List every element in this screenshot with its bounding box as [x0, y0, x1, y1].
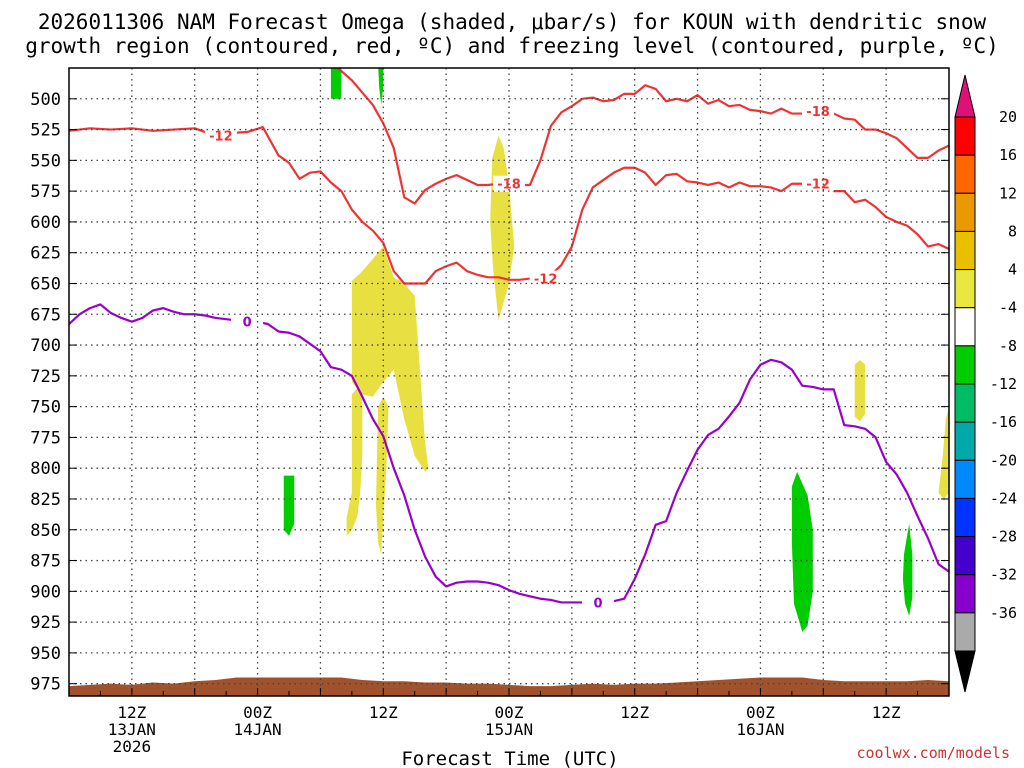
contour-label-0-0: -12: [209, 130, 233, 145]
contour-label-0-1: -12: [534, 273, 558, 288]
x-tick-label-5-1: 16JAN: [736, 720, 784, 739]
contour-label-bg-0-1: [529, 270, 562, 287]
x-tick-label-4-0: 12Z: [620, 703, 649, 722]
colorbar-box-6: [954, 345, 976, 385]
colorbar-box-2: [954, 192, 976, 232]
y-tick-label-15: 875: [30, 552, 61, 572]
y-tick-label-8: 700: [30, 336, 61, 356]
colorbar-label-10: -24: [990, 489, 1017, 507]
y-tick-label-14: 850: [30, 521, 61, 541]
colorbar-bottom-triangle: [954, 650, 976, 693]
contour-label-1-0: -18: [497, 178, 521, 193]
colorbar-label-13: -36: [990, 604, 1017, 622]
y-tick-label-13: 825: [30, 490, 61, 510]
colorbar-label-7: -12: [990, 375, 1017, 393]
colorbar-box-8: [954, 421, 976, 461]
y-tick-label-1: 525: [30, 121, 61, 141]
y-tick-label-12: 800: [30, 459, 61, 479]
x-tick-label-1-1: 14JAN: [233, 720, 281, 739]
x-tick-label-1-0: 00Z: [243, 703, 272, 722]
colorbar-label-8: -16: [990, 413, 1017, 431]
y-tick-label-4: 600: [30, 213, 61, 233]
colorbar-label-1: 16: [999, 146, 1017, 164]
y-tick-label-0: 500: [30, 90, 61, 110]
colorbar-label-2: 12: [999, 184, 1017, 202]
contour-label-1-1: -18: [806, 105, 830, 120]
y-tick-label-11: 775: [30, 428, 61, 448]
omega-shade-10: [902, 523, 913, 616]
x-tick-label-6-0: 12Z: [872, 703, 901, 722]
omega-shade-6: [283, 475, 295, 536]
omega-shade-5: [938, 406, 949, 499]
x-tick-label-3-1: 15JAN: [485, 720, 533, 739]
contour-label-bg-0-0: [204, 127, 237, 144]
chart-title-line1: 2026011306 NAM Forecast Omega (shaded, μ…: [38, 10, 987, 34]
colorbar-box-12: [954, 574, 976, 614]
omega-shade-7: [330, 68, 342, 99]
colorbar-box-4: [954, 269, 976, 309]
x-tick-label-3-0: 00Z: [495, 703, 524, 722]
y-tick-label-9: 725: [30, 367, 61, 387]
contour-line-2: [69, 303, 949, 604]
colorbar-label-3: 8: [1008, 222, 1017, 240]
omega-shade-0: [351, 246, 429, 472]
y-tick-label-3: 575: [30, 182, 61, 202]
chart-title-line2: growth region (contoured, red, ºC) and f…: [25, 34, 999, 58]
colorbar-label-9: -20: [990, 451, 1017, 469]
contour-label-bg-2-0: [231, 313, 264, 330]
y-tick-label-2: 550: [30, 151, 61, 171]
omega-shade-2: [346, 388, 363, 536]
colorbar-box-5: [954, 307, 976, 347]
omega-shade-8: [378, 68, 384, 105]
contour-label-2-1: 0: [594, 596, 603, 611]
colorbar: 20 16 12 8 4 -4 -8 -12 -16 -20 -24 -28 -32 -36: [954, 74, 1017, 693]
colorbar-label-11: -28: [990, 528, 1017, 546]
y-tick-label-5: 625: [30, 244, 61, 264]
colorbar-label-0: 20: [999, 108, 1017, 126]
y-tick-label-17: 925: [30, 613, 61, 633]
y-tick-label-7: 675: [30, 305, 61, 325]
contour-line-1: [336, 68, 949, 205]
colorbar-box-7: [954, 383, 976, 423]
x-tick-label-0-2: 2026: [113, 737, 152, 756]
colorbar-box-3: [954, 230, 976, 271]
y-tick-label-10: 750: [30, 398, 61, 418]
x-tick-label-0-1: 13JAN: [108, 720, 156, 739]
contour-label-bg-0-2: [802, 175, 835, 192]
colorbar-box-10: [954, 497, 976, 538]
contour-label-2-0: 0: [243, 316, 252, 331]
colorbar-box-0: [954, 116, 976, 156]
omega-shade-3: [375, 396, 389, 555]
omega-shade-4: [854, 359, 866, 422]
y-tick-label-6: 650: [30, 274, 61, 294]
colorbar-label-4: 4: [1008, 261, 1017, 279]
contour-label-0-2: -12: [806, 178, 830, 193]
colorbar-box-13: [954, 612, 976, 652]
x-tick-label-2-0: 12Z: [369, 703, 398, 722]
y-tick-label-19: 975: [30, 675, 61, 695]
credit-text: coolwx.com/models: [856, 744, 1010, 762]
x-tick-label-0-0: 12Z: [117, 703, 146, 722]
colorbar-label-5: -4: [999, 299, 1017, 317]
x-axis-label: Forecast Time (UTC): [401, 748, 618, 768]
colorbar-label-12: -32: [990, 566, 1017, 584]
omega-shade-9: [791, 471, 813, 632]
omega-shade-1: [490, 135, 515, 321]
y-tick-label-16: 900: [30, 582, 61, 602]
colorbar-top-triangle: [954, 74, 976, 118]
y-tick-label-18: 950: [30, 644, 61, 664]
colorbar-box-1: [954, 154, 976, 194]
colorbar-label-6: -8: [999, 337, 1017, 355]
grid: [68, 67, 950, 697]
colorbar-box-9: [954, 459, 976, 499]
contour-label-bg-2-1: [582, 594, 615, 611]
x-tick-label-5-0: 00Z: [746, 703, 775, 722]
plot-frame: [68, 67, 950, 697]
colorbar-box-11: [954, 536, 976, 576]
contour-label-bg-1-1: [802, 103, 835, 120]
y-axis-ticks: 500 525 550 575 600 625 650 675 700 725 750 775 800 8…: [30, 90, 949, 695]
